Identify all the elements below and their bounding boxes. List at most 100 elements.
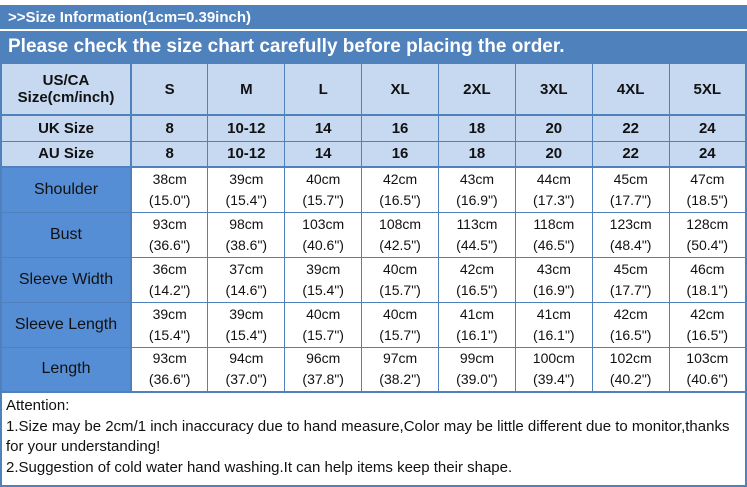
value-cm: 40cm	[306, 305, 341, 322]
measurement-cell: 113cm (44.5")	[438, 211, 516, 258]
value-inch: (44.5")	[456, 236, 498, 253]
value-inch: (17.3")	[533, 191, 575, 208]
value-cm: 46cm	[690, 260, 725, 277]
value-inch: (15.7")	[379, 326, 421, 343]
size-info-text: >>Size Information(1cm=0.39inch)	[8, 8, 251, 26]
measurement-cell: 37cm (14.6")	[207, 256, 286, 303]
measurement-cell: 103cm (40.6")	[284, 211, 363, 258]
table-header-row: US/CA Size(cm/inch) S M L XL 2XL 3XL 4XL 5XL	[0, 62, 747, 116]
au-row: AU Size 8 10-12 14 16 18 20 22 24	[0, 140, 747, 168]
measurement-cell: 41cm (16.1")	[514, 301, 593, 348]
measurement-cell: 39cm (15.4")	[207, 301, 286, 348]
measurement-cell: 42cm (16.5")	[438, 256, 516, 303]
measurement-label: Shoulder	[0, 166, 132, 213]
measurement-cell: 123cm (48.4")	[591, 211, 670, 258]
measurement-cell: 118cm (46.5")	[514, 211, 593, 258]
value-cm: 36cm	[152, 260, 187, 277]
attention-line-1: 1.Size may be 2cm/1 inch inaccuracy due …	[6, 417, 730, 456]
value-cm: 99cm	[459, 350, 495, 367]
uk-row-value: 10-12	[207, 114, 286, 142]
measurement-row: Length 93cm (36.6") 94cm (37.0") 96cm (37.8") 9…	[0, 346, 747, 393]
size-table-body: US/CA Size(cm/inch) S M L XL 2XL 3XL 4XL 5XL UK S…	[0, 62, 747, 393]
value-inch: (17.7")	[609, 281, 652, 298]
attention-title: Attention:	[6, 397, 70, 414]
attention-line-2: 2.Suggestion of cold water hand washing.…	[6, 459, 513, 477]
value-cm: 42cm	[690, 305, 725, 322]
value-cm: 39cm	[229, 170, 264, 187]
value-inch: (15.7")	[379, 281, 421, 298]
value-cm: 39cm	[229, 305, 264, 322]
measurement-row: Bust 93cm (36.6") 98cm (38.6") 103cm (40.6") 10…	[0, 211, 747, 258]
value-cm: 42cm	[613, 305, 648, 322]
measurement-label: Sleeve Length	[0, 301, 132, 348]
value-inch: (16.9")	[456, 191, 498, 208]
measurement-cell: 42cm (16.5")	[361, 166, 439, 213]
notice-text: Please check the size chart carefully be…	[8, 35, 565, 57]
measurement-cell: 96cm (37.8")	[284, 346, 363, 393]
value-inch: (16.5")	[379, 191, 421, 208]
value-cm: 98cm	[229, 215, 264, 232]
value-inch: (15.4")	[225, 191, 268, 208]
value-inch: (37.0")	[225, 371, 268, 388]
value-inch: (15.7")	[302, 326, 344, 343]
au-row-value: 24	[668, 140, 747, 168]
value-cm: 43cm	[459, 170, 495, 187]
au-row-value: 8	[130, 140, 209, 168]
value-inch: (15.0")	[148, 191, 191, 208]
size-column-header: L	[284, 62, 363, 116]
notice-bar: Please check the size chart carefully be…	[0, 31, 747, 62]
value-inch: (16.5")	[456, 281, 498, 298]
value-cm: 41cm	[459, 305, 495, 322]
measurement-cell: 128cm (50.4")	[668, 211, 747, 258]
measurement-cell: 38cm (15.0")	[130, 166, 209, 213]
value-cm: 39cm	[306, 260, 341, 277]
value-cm: 118cm	[533, 215, 575, 232]
measurement-cell: 45cm (17.7")	[591, 256, 670, 303]
size-info-bar: >>Size Information(1cm=0.39inch)	[0, 5, 747, 31]
uk-row-label: UK Size	[0, 114, 132, 142]
measurement-cell: 43cm (16.9")	[514, 256, 593, 303]
top-whitespace	[0, 0, 747, 5]
value-cm: 38cm	[152, 170, 187, 187]
value-inch: (48.4")	[609, 236, 652, 253]
measurement-cell: 44cm (17.3")	[514, 166, 593, 213]
value-inch: (15.4")	[302, 281, 344, 298]
value-cm: 39cm	[152, 305, 187, 322]
value-inch: (15.7")	[302, 191, 344, 208]
au-row-value: 16	[361, 140, 439, 168]
uk-row-value: 20	[514, 114, 593, 142]
size-column-header: XL	[361, 62, 439, 116]
value-cm: 40cm	[306, 170, 341, 187]
measurement-cell: 93cm (36.6")	[130, 346, 209, 393]
au-row-value: 10-12	[207, 140, 286, 168]
value-inch: (39.4")	[533, 371, 575, 388]
attention-section: Attention: 1.Size may be 2cm/1 inch inac…	[0, 393, 747, 487]
value-cm: 43cm	[536, 260, 571, 277]
value-cm: 103cm	[302, 215, 345, 232]
measurement-cell: 40cm (15.7")	[284, 166, 363, 213]
value-inch: (14.2")	[148, 281, 191, 298]
size-column-header: M	[207, 62, 286, 116]
value-cm: 45cm	[613, 260, 648, 277]
measurement-cell: 102cm (40.2")	[591, 346, 670, 393]
value-cm: 42cm	[459, 260, 495, 277]
value-cm: 40cm	[382, 260, 418, 277]
value-inch: (37.8")	[302, 371, 344, 388]
measurement-cell: 40cm (15.7")	[361, 301, 439, 348]
value-cm: 94cm	[229, 350, 264, 367]
size-table: US/CA Size(cm/inch) S M L XL 2XL 3XL 4XL 5XL UK S…	[0, 62, 747, 393]
au-row-value: 20	[514, 140, 593, 168]
measurement-label: Bust	[0, 211, 132, 258]
value-inch: (42.5")	[379, 236, 421, 253]
value-inch: (16.1")	[456, 326, 498, 343]
value-inch: (16.5")	[686, 326, 729, 343]
uk-row-value: 18	[438, 114, 516, 142]
measurement-cell: 93cm (36.6")	[130, 211, 209, 258]
value-inch: (15.4")	[148, 326, 191, 343]
value-inch: (36.6")	[148, 236, 191, 253]
value-inch: (40.2")	[609, 371, 652, 388]
measurement-cell: 97cm (38.2")	[361, 346, 439, 393]
au-row-value: 22	[591, 140, 670, 168]
value-cm: 100cm	[532, 350, 575, 367]
